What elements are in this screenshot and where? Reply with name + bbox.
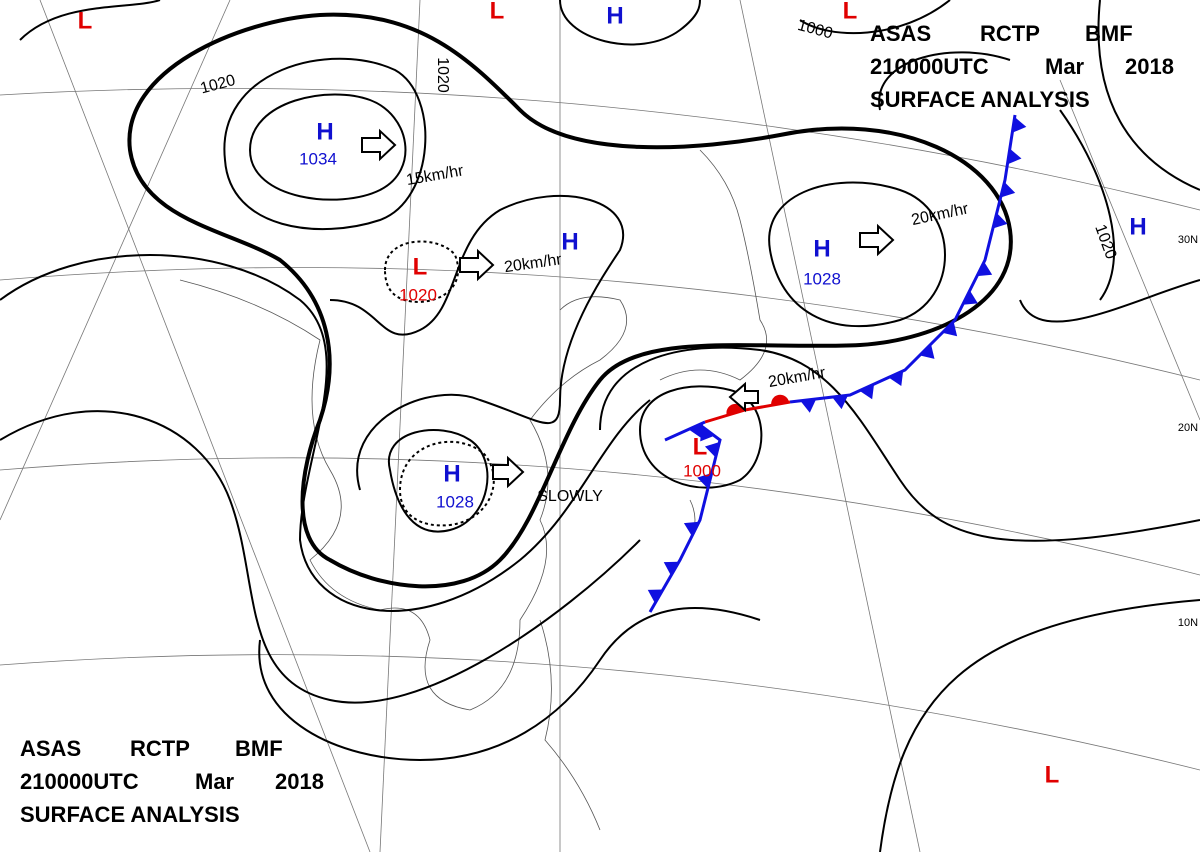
warm-front-semicircle	[726, 403, 745, 416]
cold-front-triangle	[976, 261, 993, 277]
pressure-center-value: 1034	[299, 149, 337, 168]
latitude-label: 30N	[1178, 234, 1198, 246]
header-text: ASAS	[20, 736, 81, 761]
pressure-center-type: H	[561, 228, 578, 255]
header-text: RCTP	[980, 21, 1040, 46]
header-text: 210000UTC	[870, 54, 989, 79]
cold-front-triangle	[992, 212, 1008, 229]
cold-front-triangle	[697, 472, 712, 489]
pressure-center-type: H	[813, 235, 830, 262]
cold-front	[664, 420, 706, 442]
header-text: SURFACE ANALYSIS	[870, 87, 1090, 112]
cold-front-triangle	[942, 321, 958, 337]
cold-front	[789, 114, 1017, 404]
cold-front-triangle	[1000, 181, 1016, 198]
header-text: 2018	[275, 769, 324, 794]
cold-front-triangle	[1007, 148, 1022, 165]
header-text: SURFACE ANALYSIS	[20, 802, 240, 827]
header-text: ASAS	[870, 21, 931, 46]
cold-front-triangle	[1012, 116, 1027, 133]
header-text: 210000UTC	[20, 769, 139, 794]
pressure-center-type: H	[443, 460, 460, 487]
cold-front-triangle	[800, 398, 817, 413]
fronts	[647, 114, 1027, 613]
cold-front-triangle	[859, 384, 875, 400]
cold-front-triangle	[962, 290, 978, 305]
pressure-center-type: H	[1129, 213, 1146, 240]
coastlines	[179, 149, 768, 831]
pressure-center-type: L	[490, 0, 505, 24]
pressure-center-value: 1020	[399, 285, 437, 304]
motion-arrows	[361, 128, 895, 489]
header-text: BMF	[235, 736, 283, 761]
labels: ASAS RCTP BMF 210000UTC Mar 2018 SURFACE ANALY…	[20, 0, 1198, 827]
header-text: RCTP	[130, 736, 190, 761]
header-text: 2018	[1125, 54, 1174, 79]
pressure-center-type: L	[693, 433, 708, 460]
header-text: BMF	[1085, 21, 1133, 46]
pressure-center-type: L	[1045, 761, 1060, 788]
cold-front-triangle	[832, 395, 849, 410]
header-text: Mar	[1045, 54, 1085, 79]
pressure-center-type: H	[606, 2, 623, 29]
pressure-center-type: H	[316, 118, 333, 145]
cold-front-triangle	[688, 422, 704, 438]
cold-front-triangle	[663, 561, 680, 576]
cold-front-triangle	[683, 521, 700, 537]
pressure-center-type: L	[413, 253, 428, 280]
pressure-center-value: 1000	[683, 461, 721, 480]
pressure-center-type: L	[78, 7, 93, 34]
cold-front-triangle	[704, 441, 720, 458]
cold-front-triangle	[700, 426, 715, 442]
pressure-center-value: 1028	[436, 492, 474, 511]
pressure-center-type: L	[843, 0, 858, 24]
cold-front-triangle	[919, 344, 935, 359]
cold-front-triangle	[647, 589, 664, 604]
warm-front-semicircle	[771, 394, 790, 406]
isobar-label: 1020	[434, 57, 451, 93]
header-text: Mar	[195, 769, 235, 794]
pressure-center-value: 1028	[803, 269, 841, 288]
motion-label: SLOWLY	[537, 488, 603, 505]
latitude-label: 20N	[1178, 422, 1198, 434]
latitude-label: 10N	[1178, 617, 1198, 629]
cold-front-triangle	[888, 370, 904, 386]
